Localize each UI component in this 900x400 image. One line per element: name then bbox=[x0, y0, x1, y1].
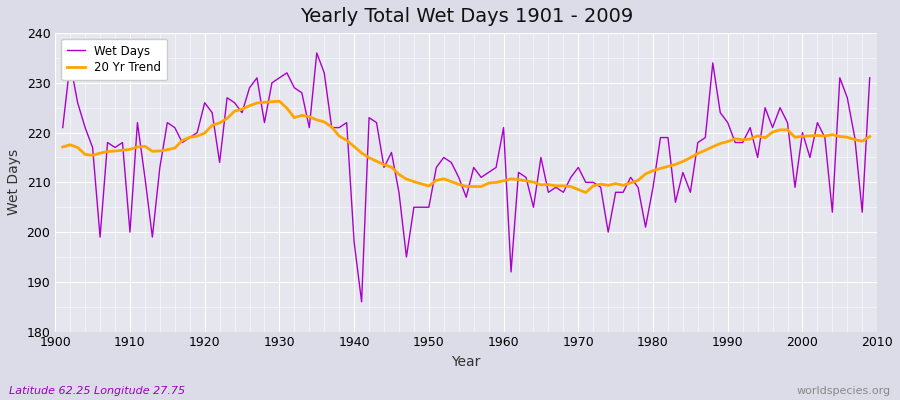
Y-axis label: Wet Days: Wet Days bbox=[7, 149, 21, 216]
20 Yr Trend bbox=[58, 145, 68, 150]
Text: worldspecies.org: worldspecies.org bbox=[796, 386, 891, 396]
20 Yr Trend bbox=[864, 134, 875, 139]
Legend: Wet Days, 20 Yr Trend: Wet Days, 20 Yr Trend bbox=[61, 39, 167, 80]
20 Yr Trend bbox=[506, 176, 517, 181]
Line: 20 Yr Trend: 20 Yr Trend bbox=[63, 101, 869, 192]
20 Yr Trend bbox=[603, 183, 614, 188]
Wet Days bbox=[282, 70, 292, 75]
20 Yr Trend bbox=[334, 134, 345, 138]
Wet Days bbox=[513, 170, 524, 175]
20 Yr Trend bbox=[580, 190, 591, 195]
X-axis label: Year: Year bbox=[452, 355, 481, 369]
Wet Days bbox=[603, 230, 614, 234]
Wet Days bbox=[864, 76, 875, 80]
20 Yr Trend bbox=[117, 148, 128, 153]
Wet Days bbox=[334, 125, 345, 130]
Wet Days bbox=[117, 140, 128, 145]
Text: Latitude 62.25 Longitude 27.75: Latitude 62.25 Longitude 27.75 bbox=[9, 386, 185, 396]
Wet Days bbox=[311, 50, 322, 55]
Wet Days bbox=[506, 270, 517, 274]
Wet Days bbox=[58, 125, 68, 130]
Title: Yearly Total Wet Days 1901 - 2009: Yearly Total Wet Days 1901 - 2009 bbox=[300, 7, 633, 26]
20 Yr Trend bbox=[289, 115, 300, 120]
20 Yr Trend bbox=[274, 99, 284, 104]
Wet Days bbox=[356, 299, 367, 304]
Line: Wet Days: Wet Days bbox=[63, 53, 869, 302]
20 Yr Trend bbox=[499, 178, 509, 183]
